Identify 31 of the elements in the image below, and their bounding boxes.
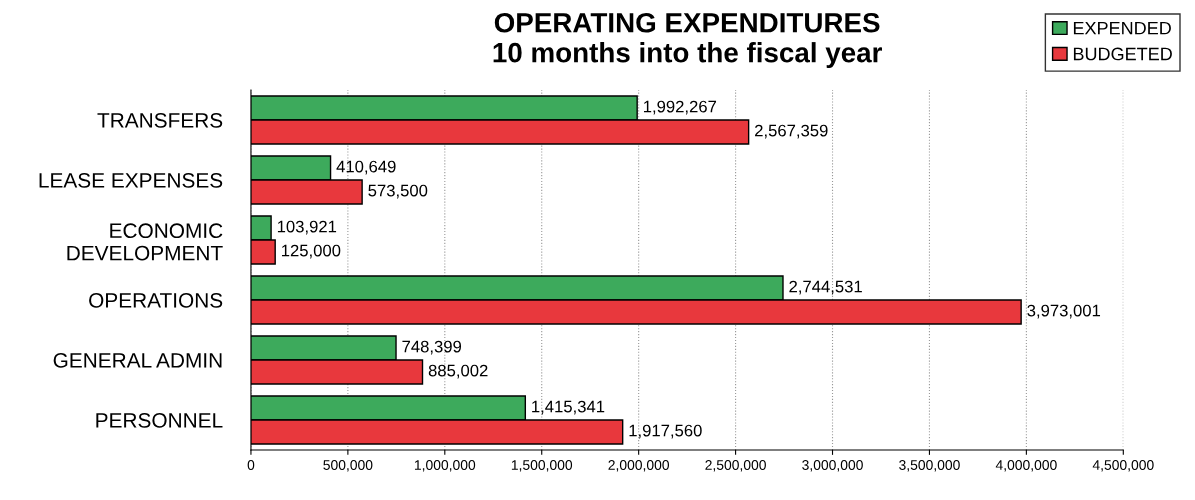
y-tick-label: OPERATIONS [89,293,223,308]
y-tick-label: GENERAL ADMIN [53,353,222,368]
x-tick-label: 3,000,000 [802,460,863,472]
x-tick-label: 1,000,000 [414,460,476,472]
data-label: 3,973,001 [1027,304,1101,319]
data-label: 2,567,359 [755,124,828,139]
data-label: 1,992,267 [643,100,717,115]
y-tick-label: TRANSFERS [97,113,223,128]
x-tick-label: 4,500,000 [1092,460,1154,472]
data-label: 1,415,341 [532,400,605,415]
legend-label: BUDGETED [1073,47,1172,61]
legend-label: EXPENDED [1073,21,1171,35]
x-tick-label: 1,500,000 [511,460,573,472]
data-label: 748,399 [402,340,462,355]
data-label: 573,500 [368,184,428,199]
data-label: 410,649 [336,160,396,175]
data-label: 125,000 [282,244,341,259]
chart-title: OPERATING EXPENDITURES 10 months into the fiscal year [493,12,882,68]
data-label: 885,002 [428,364,488,379]
x-tick-label: 2,500,000 [705,460,766,472]
data-label: 1,917,560 [629,424,702,439]
y-tick-label: ECONOMIC DEVELOPMENT [67,223,223,261]
x-tick-label: 4,000,000 [995,460,1057,472]
x-tick-label: 500,000 [323,460,373,472]
data-label: 103,921 [277,220,337,235]
x-tick-label: 2,000,000 [608,460,670,472]
data-label: 2,744,531 [789,280,862,295]
x-tick-label: 0 [247,460,255,470]
y-tick-label: PERSONNEL [96,413,223,428]
x-tick-label: 3,500,000 [899,460,960,472]
y-tick-label: LEASE EXPENSES [39,173,223,188]
